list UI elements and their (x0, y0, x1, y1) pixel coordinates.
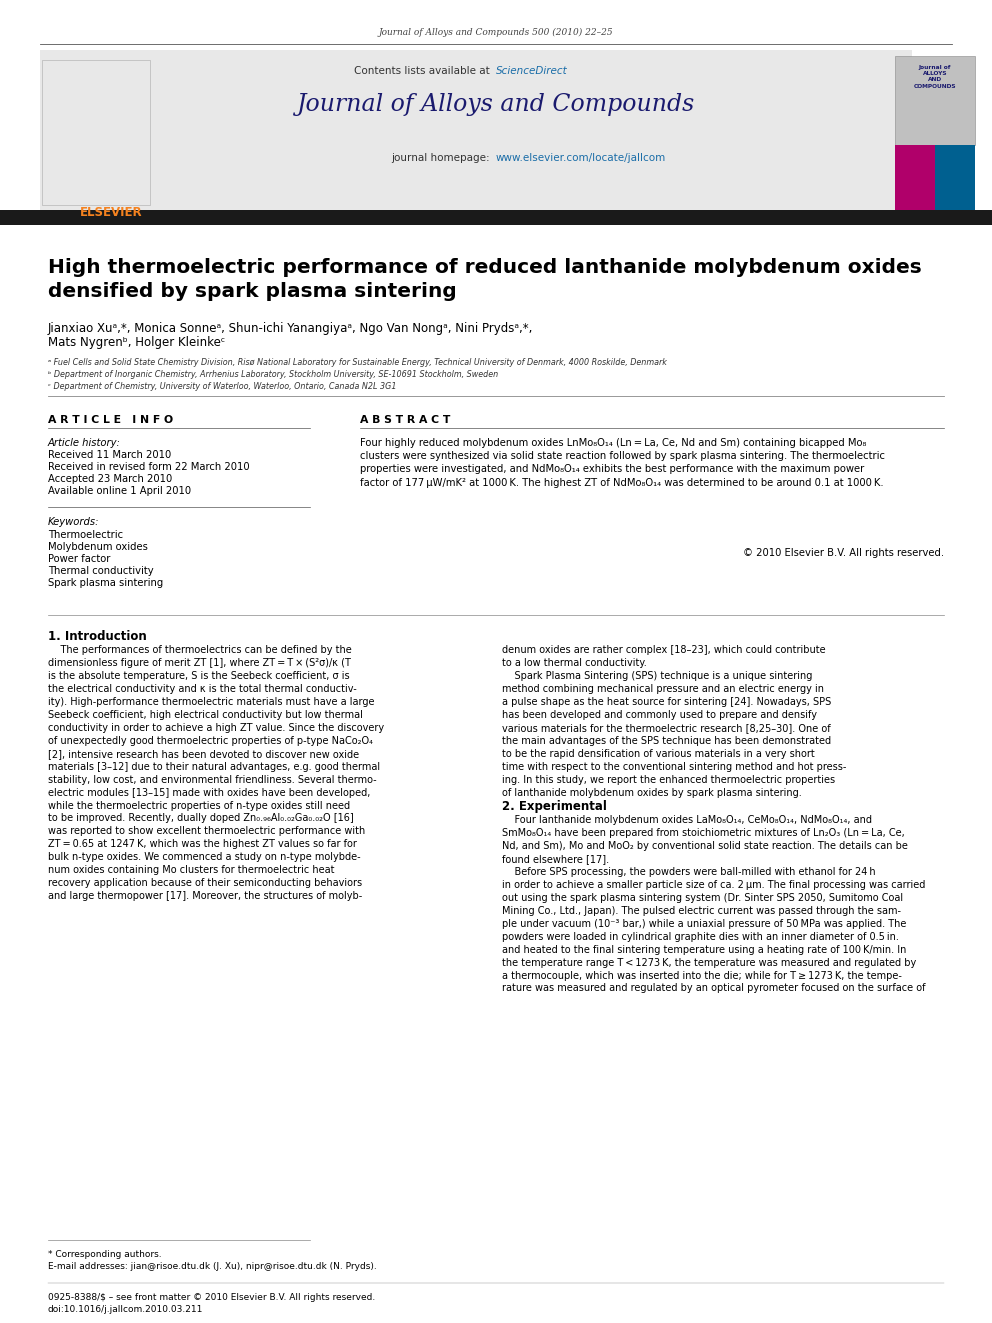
Text: Received 11 March 2010: Received 11 March 2010 (48, 450, 172, 460)
Text: © 2010 Elsevier B.V. All rights reserved.: © 2010 Elsevier B.V. All rights reserved… (743, 548, 944, 558)
Text: Accepted 23 March 2010: Accepted 23 March 2010 (48, 474, 173, 484)
Text: Article history:: Article history: (48, 438, 121, 448)
Text: Keywords:: Keywords: (48, 517, 99, 527)
Text: Journal of
ALLOYS
AND
COMPOUNDS: Journal of ALLOYS AND COMPOUNDS (914, 65, 956, 89)
Text: denum oxides are rather complex [18–23], which could contribute
to a low thermal: denum oxides are rather complex [18–23],… (502, 646, 846, 798)
Text: journal homepage:: journal homepage: (391, 153, 493, 163)
Text: E-mail addresses: jian@risoe.dtu.dk (J. Xu), nipr@risoe.dtu.dk (N. Pryds).: E-mail addresses: jian@risoe.dtu.dk (J. … (48, 1262, 377, 1271)
Text: A R T I C L E   I N F O: A R T I C L E I N F O (48, 415, 174, 425)
Text: High thermoelectric performance of reduced lanthanide molybdenum oxides
densifie: High thermoelectric performance of reduc… (48, 258, 922, 302)
Text: Journal of Alloys and Compounds: Journal of Alloys and Compounds (297, 93, 695, 116)
Text: 1. Introduction: 1. Introduction (48, 630, 147, 643)
Text: 0925-8388/$ – see front matter © 2010 Elsevier B.V. All rights reserved.: 0925-8388/$ – see front matter © 2010 El… (48, 1293, 375, 1302)
Bar (895, 56, 975, 146)
Text: Journal of Alloys and Compounds 500 (2010) 22–25: Journal of Alloys and Compounds 500 (201… (379, 28, 613, 37)
Text: Power factor: Power factor (48, 554, 110, 564)
Bar (42, 60, 150, 205)
Text: ᵃ Fuel Cells and Solid State Chemistry Division, Risø National Laboratory for Su: ᵃ Fuel Cells and Solid State Chemistry D… (48, 359, 667, 366)
Bar (935, 146, 975, 210)
Bar (0, 210, 992, 225)
Text: * Corresponding authors.: * Corresponding authors. (48, 1250, 162, 1259)
Text: ᵇ Department of Inorganic Chemistry, Arrhenius Laboratory, Stockholm University,: ᵇ Department of Inorganic Chemistry, Arr… (48, 370, 498, 378)
Text: ELSEVIER: ELSEVIER (80, 206, 143, 220)
Text: Thermoelectric: Thermoelectric (48, 531, 123, 540)
Text: ScienceDirect: ScienceDirect (496, 66, 567, 75)
Text: Mats Nygrenᵇ, Holger Kleinkeᶜ: Mats Nygrenᵇ, Holger Kleinkeᶜ (48, 336, 225, 349)
Text: Spark plasma sintering: Spark plasma sintering (48, 578, 164, 587)
Text: www.elsevier.com/locate/jallcom: www.elsevier.com/locate/jallcom (496, 153, 667, 163)
Text: Contents lists available at: Contents lists available at (354, 66, 493, 75)
Bar (895, 146, 935, 210)
Text: Jianxiao Xuᵃ,*, Monica Sonneᵃ, Shun-ichi Yanangiyaᵃ, Ngo Van Nongᵃ, Nini Prydsᵃ,: Jianxiao Xuᵃ,*, Monica Sonneᵃ, Shun-ichi… (48, 321, 534, 335)
Text: ᶜ Department of Chemistry, University of Waterloo, Waterloo, Ontario, Canada N2L: ᶜ Department of Chemistry, University of… (48, 382, 397, 392)
Text: Four lanthanide molybdenum oxides LaMo₈O₁₄, CeMo₈O₁₄, NdMo₈O₁₄, and
SmMo₈O₁₄ hav: Four lanthanide molybdenum oxides LaMo₈O… (502, 815, 926, 994)
Text: The performances of thermoelectrics can be defined by the
dimensionless figure o: The performances of thermoelectrics can … (48, 646, 384, 901)
Text: A B S T R A C T: A B S T R A C T (360, 415, 450, 425)
Text: Four highly reduced molybdenum oxides LnMo₈O₁₄ (Ln = La, Ce, Nd and Sm) containi: Four highly reduced molybdenum oxides Ln… (360, 438, 885, 488)
Text: Available online 1 April 2010: Available online 1 April 2010 (48, 486, 191, 496)
Text: Received in revised form 22 March 2010: Received in revised form 22 March 2010 (48, 462, 250, 472)
Text: Molybdenum oxides: Molybdenum oxides (48, 542, 148, 552)
Text: doi:10.1016/j.jallcom.2010.03.211: doi:10.1016/j.jallcom.2010.03.211 (48, 1304, 203, 1314)
Text: Thermal conductivity: Thermal conductivity (48, 566, 154, 576)
Text: 2. Experimental: 2. Experimental (502, 800, 607, 814)
Bar (40, 50, 912, 210)
